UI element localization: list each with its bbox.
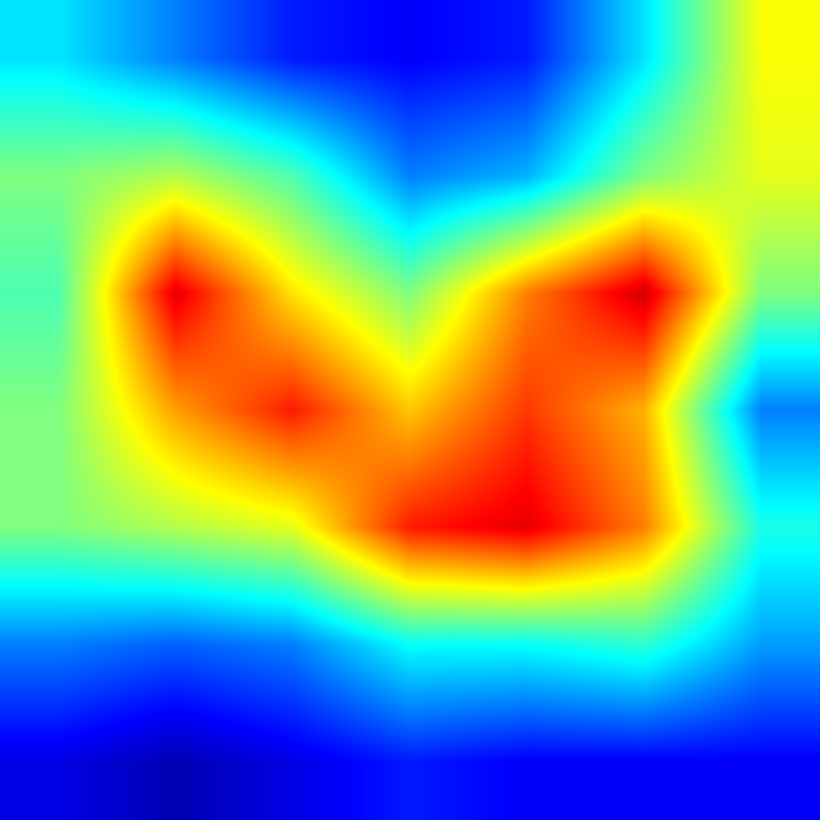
heatmap-cell-r3-c6 [703, 351, 820, 468]
heatmap-cell-r3-c2 [234, 351, 351, 468]
heatmap-cell-r1-c0 [0, 117, 117, 234]
heatmap-cell-r0-c1 [117, 0, 234, 117]
heatmap-cell-r0-c4 [469, 0, 586, 117]
heatmap-cell-r1-c5 [586, 117, 703, 234]
heatmap-cell-r4-c3 [351, 469, 468, 586]
heatmap-cell-r4-c5 [586, 469, 703, 586]
heatmap-cell-r6-c4 [469, 703, 586, 820]
heatmap-cell-r1-c4 [469, 117, 586, 234]
heatmap-cell-r6-c1 [117, 703, 234, 820]
heatmap-cell-r1-c2 [234, 117, 351, 234]
heatmap-cell-r4-c0 [0, 469, 117, 586]
heatmap-cell-r0-c0 [0, 0, 117, 117]
heatmap-cell-r3-c1 [117, 351, 234, 468]
heatmap-cell-r2-c1 [117, 234, 234, 351]
heatmap-cell-r6-c3 [351, 703, 468, 820]
heatmap-cell-r3-c3 [351, 351, 468, 468]
heatmap-cell-r0-c5 [586, 0, 703, 117]
heatmap-cell-r3-c0 [0, 351, 117, 468]
heatmap-cell-r5-c2 [234, 586, 351, 703]
heatmap-cell-r2-c4 [469, 234, 586, 351]
heatmap-cell-r5-c0 [0, 586, 117, 703]
heatmap-cell-r2-c3 [351, 234, 468, 351]
heatmap-cell-r4-c6 [703, 469, 820, 586]
heatmap-cell-r4-c4 [469, 469, 586, 586]
heatmap-cell-r1-c3 [351, 117, 468, 234]
heatmap-cell-r0-c2 [234, 0, 351, 117]
heatmap-cell-r4-c2 [234, 469, 351, 586]
heatmap-cell-r2-c2 [234, 234, 351, 351]
heatmap-cell-r6-c6 [703, 703, 820, 820]
heatmap-cell-r0-c6 [703, 0, 820, 117]
heatmap-cell-r0-c3 [351, 0, 468, 117]
heatmap-cell-r4-c1 [117, 469, 234, 586]
heatmap-cell-r1-c1 [117, 117, 234, 234]
heatmap-cell-r2-c0 [0, 234, 117, 351]
heatmap-cell-r5-c4 [469, 586, 586, 703]
heatmap-cell-r6-c5 [586, 703, 703, 820]
heatmap-cell-r2-c6 [703, 234, 820, 351]
heatmap-cell-r5-c6 [703, 586, 820, 703]
heatmap-cell-r6-c2 [234, 703, 351, 820]
heatmap-cell-r2-c5 [586, 234, 703, 351]
heatmap-cell-r6-c0 [0, 703, 117, 820]
heatmap-cell-r3-c5 [586, 351, 703, 468]
heatmap-cell-r5-c3 [351, 586, 468, 703]
heatmap-cell-r5-c5 [586, 586, 703, 703]
heatmap-cell-r3-c4 [469, 351, 586, 468]
heatmap-cell-r5-c1 [117, 586, 234, 703]
heatmap-cell-r1-c6 [703, 117, 820, 234]
